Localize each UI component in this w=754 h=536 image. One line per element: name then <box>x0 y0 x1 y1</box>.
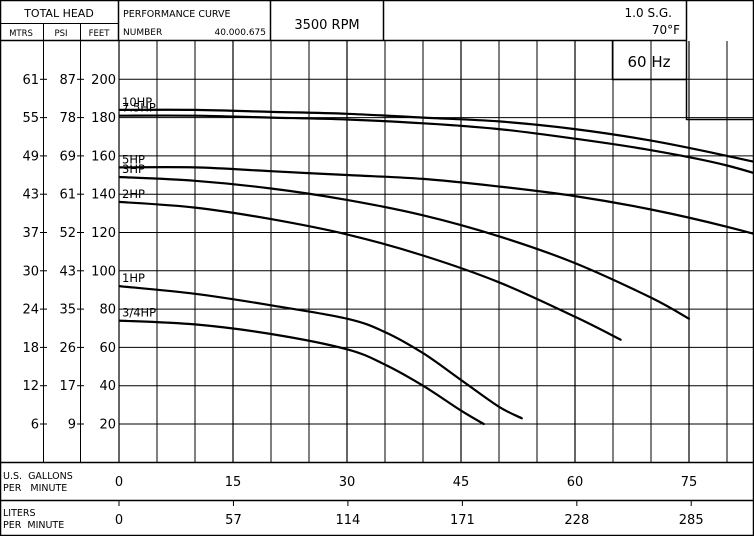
mtrs-tick-label: 37 <box>22 226 39 241</box>
gpm-tick-label: 45 <box>453 475 470 490</box>
specific-gravity-label: 1.0 S.G. <box>625 6 672 20</box>
curve-1hp <box>119 285 523 420</box>
mtrs-tick-label: 61 <box>22 73 39 88</box>
feet-tick-label: 20 <box>99 418 116 433</box>
psi-tick-label: 69 <box>59 149 76 164</box>
curve-2hp <box>119 200 622 341</box>
mtrs-tick-label: 18 <box>22 341 39 356</box>
gpm-tick-label: 0 <box>115 475 123 490</box>
mtrs-tick-label: 49 <box>22 149 39 164</box>
lpm-tick-label: 0 <box>115 513 123 528</box>
performance-curve-label: PERFORMANCE CURVE <box>123 9 231 20</box>
curve-label: 2HP <box>122 187 145 201</box>
feet-tick-label: 160 <box>91 149 116 164</box>
gpm-tick-label: 15 <box>225 475 242 490</box>
mtrs-tick-label: 55 <box>22 111 39 126</box>
feet-tick-label: 140 <box>91 188 116 203</box>
lpm-tick-label: 228 <box>564 513 589 528</box>
psi-tick-label: 87 <box>59 73 76 88</box>
curve-label: 5HP <box>122 152 145 166</box>
footer-text: U.S. GALLONS PER MINUTE LITERS PER MINUT… <box>3 471 73 531</box>
unit-mtrs-label: MTRS <box>9 29 33 39</box>
feet-tick-label: 180 <box>91 111 116 126</box>
unit-psi-label: PSI <box>54 29 67 39</box>
curve-label: 3HP <box>122 162 145 176</box>
psi-tick-label: 35 <box>59 303 76 318</box>
us-gallons-label-line2: PER MINUTE <box>3 483 67 494</box>
mtrs-tick-label: 6 <box>31 418 39 433</box>
psi-tick-label: 9 <box>68 418 76 433</box>
liters-label-line1: LITERS <box>3 508 36 519</box>
psi-tick-label: 61 <box>59 188 76 203</box>
curve-label: 1HP <box>122 271 145 285</box>
total-head-label: TOTAL HEAD <box>23 7 94 20</box>
grid-lines <box>118 41 754 462</box>
feet-tick-label: 100 <box>91 264 116 279</box>
feet-tick-label: 60 <box>99 341 116 356</box>
psi-tick-label: 78 <box>59 111 76 126</box>
mtrs-tick-label: 24 <box>22 303 39 318</box>
frequency-label: 60 Hz <box>627 53 670 71</box>
lpm-tick-label: 114 <box>335 513 360 528</box>
gpm-tick-label: 60 <box>567 475 584 490</box>
feet-tick-label: 80 <box>99 303 116 318</box>
feet-tick-label: 200 <box>91 73 116 88</box>
curve-label: 10HP <box>122 95 152 109</box>
curve-75hp <box>119 114 754 175</box>
feet-tick-label: 40 <box>99 379 116 394</box>
lpm-tick-label: 57 <box>225 513 242 528</box>
feet-tick-label: 120 <box>91 226 116 241</box>
lpm-tick-label: 285 <box>679 513 704 528</box>
gpm-tick-label: 30 <box>339 475 356 490</box>
mtrs-tick-label: 43 <box>22 188 39 203</box>
psi-tick-label: 17 <box>59 379 76 394</box>
curve-number-value: 40.000.675 <box>214 28 266 38</box>
mtrs-tick-label: 12 <box>22 379 39 394</box>
mtrs-tick-label: 30 <box>22 264 39 279</box>
curve-34hp <box>119 319 485 426</box>
curve-10hp <box>119 108 754 163</box>
lpm-tick-label: 171 <box>450 513 475 528</box>
psi-tick-label: 43 <box>59 264 76 279</box>
rpm-label: 3500 RPM <box>294 18 359 33</box>
gpm-tick-label: 75 <box>681 475 698 490</box>
unit-feet-label: FEET <box>89 29 111 39</box>
psi-tick-label: 26 <box>59 341 76 356</box>
curve-5hp <box>119 166 754 235</box>
number-label: NUMBER <box>123 28 162 38</box>
header-text: TOTAL HEAD MTRS PSI FEET PERFORMANCE CUR… <box>9 6 680 71</box>
curve-label: 7.5HP <box>122 101 156 115</box>
us-gallons-label-line1: U.S. GALLONS <box>3 471 73 482</box>
curve-label: 3/4HP <box>122 306 156 320</box>
psi-tick-label: 52 <box>59 226 76 241</box>
curve-3hp <box>119 175 691 320</box>
temperature-label: 70°F <box>652 23 680 37</box>
liters-label-line2: PER MINUTE <box>3 520 64 531</box>
